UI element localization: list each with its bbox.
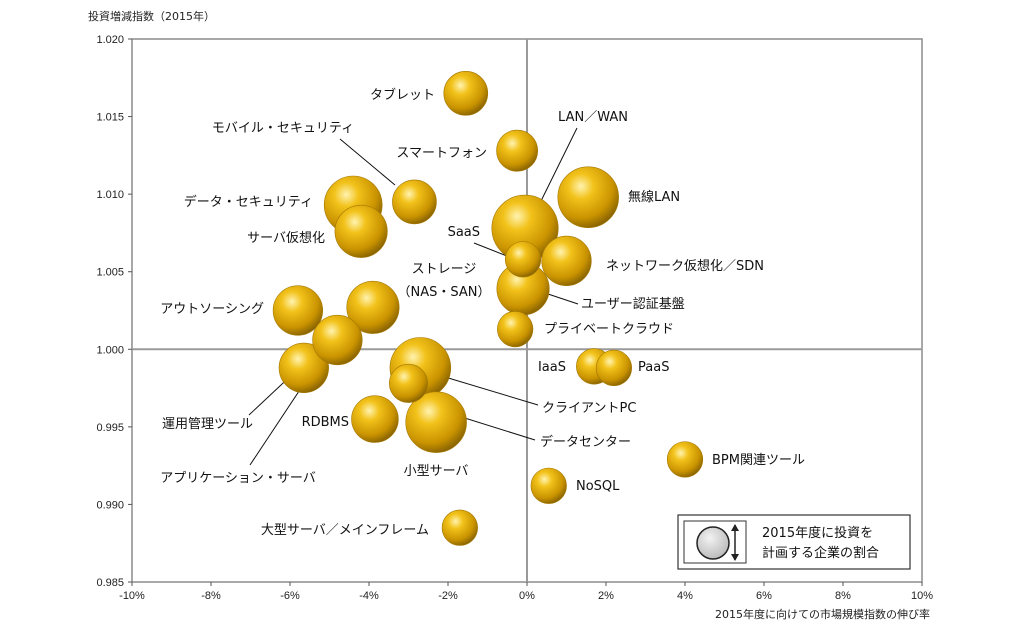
x-tick-label: -4% — [359, 590, 379, 602]
bubble-16 — [595, 349, 633, 387]
bubble-23 — [441, 509, 478, 546]
bubble-7 — [504, 241, 542, 278]
y-tick-label: 0.990 — [96, 499, 124, 511]
bubble-label: ストレージ — [412, 262, 477, 277]
x-tick-label: 4% — [677, 590, 693, 602]
bubble-22 — [530, 467, 567, 504]
bubble-0 — [443, 71, 489, 116]
bubble-label: アウトソーシング — [160, 302, 264, 317]
bubble-label: データ・セキュリティ — [184, 194, 313, 210]
x-axis-title: 2015年度に向けての市場規模指数の伸び率 — [715, 607, 930, 621]
legend-inner-box — [683, 520, 747, 564]
legend-bubble-icon — [696, 526, 730, 560]
legend-arrowhead-bottom-icon — [731, 554, 739, 561]
y-tick-label: 1.010 — [96, 189, 124, 201]
bubble-label: 小型サーバ — [404, 464, 469, 479]
bubble-20 — [405, 391, 467, 453]
bubble-label: LAN／WAN — [558, 110, 628, 125]
bubble-9 — [346, 280, 400, 334]
bubble-14 — [312, 314, 363, 366]
leader-line — [544, 292, 579, 305]
bubble-label: 運用管理ツール — [162, 417, 253, 432]
bubble-label: 大型サーバ／メインフレーム — [261, 523, 429, 538]
leader-line — [339, 138, 396, 186]
y-ticks: 0.985 0.990 0.995 1.000 1.005 1.010 1.015 1.020 — [96, 34, 132, 589]
bubble-8 — [541, 235, 592, 286]
x-ticks: -10% -8% -6% -4% -2% 0% 2% 4% 6% 8% 10% — [119, 582, 933, 602]
bubble-label: PaaS — [638, 360, 669, 375]
bubble-12 — [497, 311, 534, 348]
bubble-21 — [666, 441, 704, 478]
x-tick-label: 2% — [598, 590, 614, 602]
bubble-label: データセンター — [540, 434, 631, 450]
y-tick-label: 1.015 — [96, 112, 124, 124]
leader-line — [540, 127, 578, 202]
bubble-label: クライアントPC — [542, 401, 636, 416]
bubble-1 — [392, 179, 437, 225]
bubble-label: SaaS — [448, 225, 480, 240]
x-tick-label: 6% — [756, 590, 772, 602]
bubble-18 — [388, 363, 428, 403]
bubble-label: アプリケーション・サーバ — [160, 471, 316, 486]
bubble-label: RDBMS — [302, 415, 349, 430]
bubble-11 — [272, 285, 324, 336]
x-tick-label: -6% — [280, 590, 300, 602]
legend-arrowhead-top-icon — [731, 524, 739, 531]
x-tick-label: -2% — [438, 590, 458, 602]
legend: 2015年度に投資を計画する企業の割合 — [677, 514, 911, 570]
y-tick-label: 0.995 — [96, 422, 124, 434]
bubble-label-line2: （NAS・SAN） — [398, 285, 491, 300]
y-tick-label: 1.020 — [96, 34, 124, 46]
y-axis-title: 投資増減指数（2015年） — [88, 9, 215, 23]
bubble-label: プライベートクラウド — [544, 322, 674, 337]
bubbles — [272, 71, 704, 546]
leader-line — [444, 376, 539, 406]
bubble-4 — [557, 166, 619, 228]
bubble-6 — [334, 204, 388, 258]
legend-text: 2015年度に投資を計画する企業の割合 — [762, 525, 879, 561]
x-tick-label: 10% — [911, 590, 933, 602]
x-tick-label: -8% — [201, 590, 221, 602]
bubble-label: モバイル・セキュリティ — [212, 121, 354, 136]
bubble-label: ユーザー認証基盤 — [581, 296, 685, 312]
y-tick-label: 1.005 — [96, 267, 124, 279]
x-tick-label: 8% — [835, 590, 851, 602]
bubble-label: IaaS — [538, 360, 566, 375]
y-tick-label: 1.000 — [96, 344, 124, 356]
bubble-13 — [278, 342, 329, 394]
bubble-19 — [351, 395, 399, 443]
x-tick-label: 0% — [519, 590, 535, 602]
bubble-label: タブレット — [370, 87, 435, 103]
bubble-label: BPM関連ツール — [712, 453, 805, 468]
bubble-label: NoSQL — [576, 479, 620, 494]
bubble-label: スマートフォン — [396, 146, 487, 161]
bubble-label: 無線LAN — [628, 189, 680, 205]
bubble-label: サーバ仮想化 — [247, 230, 325, 246]
x-tick-label: -10% — [119, 590, 145, 602]
bubble-2 — [496, 129, 539, 172]
y-tick-label: 0.985 — [96, 577, 124, 589]
bubble-label: ネットワーク仮想化／SDN — [606, 258, 764, 274]
